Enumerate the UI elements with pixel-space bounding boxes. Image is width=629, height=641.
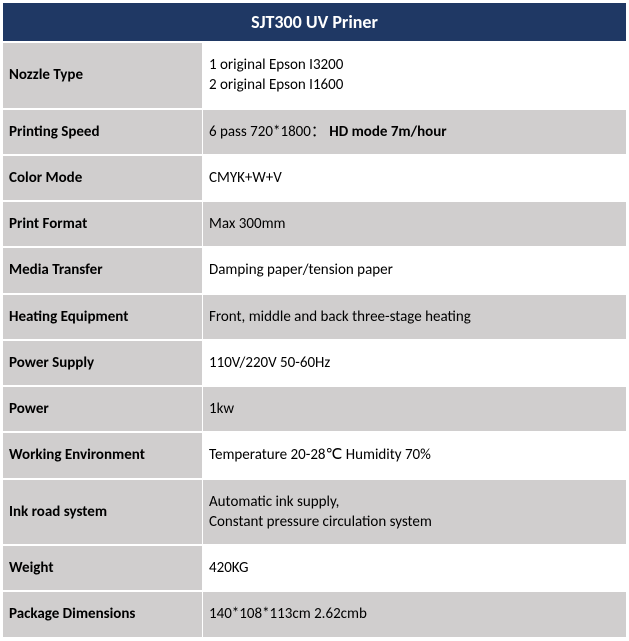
- table-title: SJT300 UV Priner: [3, 3, 627, 43]
- spec-table: SJT300 UV Priner Nozzle Type 1 original …: [2, 2, 627, 639]
- value-line: Automatic ink supply,: [209, 493, 339, 511]
- spec-label: Working Environment: [3, 432, 203, 478]
- table-row: Package Dimensions 140*108*113cm 2.62cmb: [3, 591, 627, 637]
- spec-label: Media Transfer: [3, 247, 203, 293]
- spec-value: 6 pass 720*1800： HD mode 7m/hour: [203, 109, 627, 155]
- table-row: Print Format Max 300mm: [3, 201, 627, 247]
- table-row: Power 1kw: [3, 386, 627, 432]
- table-row: Working Environment Temperature 20-28℃ H…: [3, 432, 627, 478]
- table-row: Printing Speed 6 pass 720*1800： HD mode …: [3, 109, 627, 155]
- table-row: Ink road system Automatic ink supply, Co…: [3, 479, 627, 546]
- table-row: Nozzle Type 1 original Epson I3200 2 ori…: [3, 42, 627, 109]
- spec-label: Heating Equipment: [3, 294, 203, 340]
- spec-value: Automatic ink supply, Constant pressure …: [203, 479, 627, 546]
- spec-label: Nozzle Type: [3, 42, 203, 109]
- spec-value: 1 original Epson I3200 2 original Epson …: [203, 42, 627, 109]
- spec-value: Damping paper/tension paper: [203, 247, 627, 293]
- table-row: Heating Equipment Front, middle and back…: [3, 294, 627, 340]
- spec-value: 140*108*113cm 2.62cmb: [203, 591, 627, 637]
- spec-label: Weight: [3, 545, 203, 591]
- table-row: Color Mode CMYK+W+V: [3, 155, 627, 201]
- spec-value: Front, middle and back three-stage heati…: [203, 294, 627, 340]
- spec-label: Power: [3, 386, 203, 432]
- value-line: 2 original Epson I1600: [209, 76, 343, 94]
- value-bold: HD mode 7m/hour: [329, 123, 446, 141]
- header-row: SJT300 UV Priner: [3, 3, 627, 43]
- spec-label: Package Dimensions: [3, 591, 203, 637]
- spec-label: Printing Speed: [3, 109, 203, 155]
- table-row: Media Transfer Damping paper/tension pap…: [3, 247, 627, 293]
- spec-label: Ink road system: [3, 479, 203, 546]
- value-line: Constant pressure circulation system: [209, 513, 432, 531]
- spec-label: Power Supply: [3, 340, 203, 386]
- spec-value: 110V/220V 50-60Hz: [203, 340, 627, 386]
- spec-label: Print Format: [3, 201, 203, 247]
- spec-value: Max 300mm: [203, 201, 627, 247]
- table-row: Power Supply 110V/220V 50-60Hz: [3, 340, 627, 386]
- spec-value: Temperature 20-28℃ Humidity 70%: [203, 432, 627, 478]
- spec-value: CMYK+W+V: [203, 155, 627, 201]
- value-line: 1 original Epson I3200: [209, 56, 343, 74]
- value-prefix: 6 pass 720*1800：: [209, 123, 329, 141]
- spec-label: Color Mode: [3, 155, 203, 201]
- spec-value: 420KG: [203, 545, 627, 591]
- table-row: Weight 420KG: [3, 545, 627, 591]
- spec-value: 1kw: [203, 386, 627, 432]
